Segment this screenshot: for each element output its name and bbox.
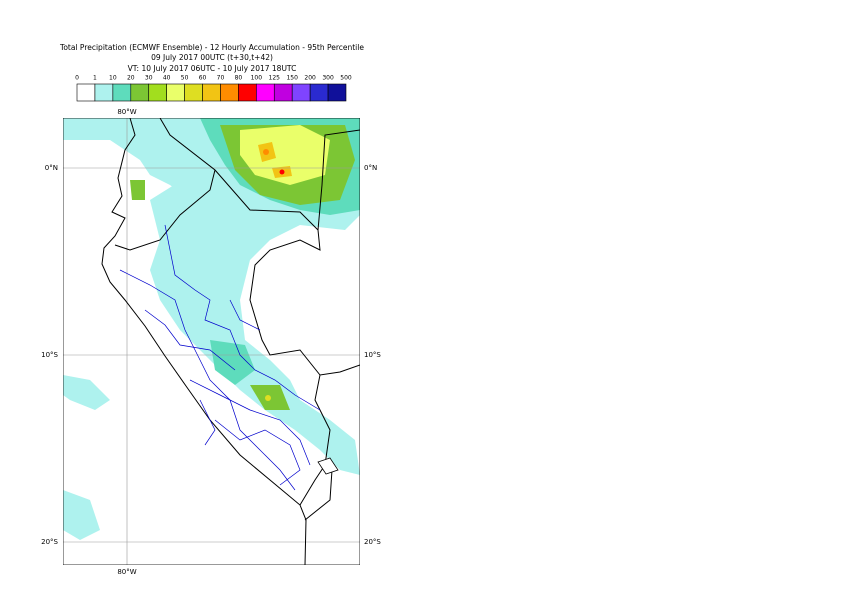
colorbar-box bbox=[76, 83, 96, 102]
colorbar: 0 1 10 20 30 40 50 60 70 80 100 125 150 200 300 500 bbox=[75, 75, 352, 102]
lon-label: 80°W bbox=[117, 108, 136, 116]
lat-label: 20°S bbox=[364, 538, 381, 546]
colorbar-box bbox=[238, 83, 257, 102]
colorbar-label: 100 bbox=[251, 75, 263, 82]
lat-label: 10°S bbox=[41, 351, 58, 359]
colorbar-label: 80 bbox=[235, 75, 243, 82]
title: Total Precipitation (ECMWF Ensemble) - 1… bbox=[59, 43, 364, 52]
map bbox=[63, 118, 360, 565]
lat-label: 0°N bbox=[364, 164, 377, 172]
lat-label: 20°S bbox=[41, 538, 58, 546]
colorbar-box bbox=[202, 83, 221, 102]
colorbar-box bbox=[256, 83, 275, 102]
colorbar-label: 40 bbox=[163, 75, 171, 82]
colorbar-label: 20 bbox=[127, 75, 135, 82]
colorbar-box bbox=[309, 83, 329, 102]
colorbar-label: 0 bbox=[75, 75, 79, 82]
colorbar-box bbox=[220, 83, 239, 102]
graticule-labels: 80°W 80°W 0°N 0°N 10°S 10°S 20°S 20°S bbox=[41, 108, 381, 576]
colorbar-box bbox=[148, 83, 167, 102]
lat-label: 10°S bbox=[364, 351, 381, 359]
colorbar-label: 300 bbox=[322, 75, 334, 82]
colorbar-box bbox=[112, 83, 132, 102]
valid-time: VT: 10 July 2017 06UTC - 10 July 2017 18… bbox=[128, 64, 297, 73]
lon-label: 80°W bbox=[117, 568, 136, 576]
colorbar-box bbox=[166, 83, 185, 102]
colorbar-label: 125 bbox=[269, 75, 281, 82]
lat-label: 0°N bbox=[45, 164, 58, 172]
colorbar-label: 10 bbox=[109, 75, 117, 82]
colorbar-label: 30 bbox=[145, 75, 153, 82]
colorbar-box bbox=[291, 83, 311, 102]
colorbar-box bbox=[94, 83, 114, 102]
colorbar-label: 60 bbox=[199, 75, 207, 82]
colorbar-label: 150 bbox=[286, 75, 298, 82]
colorbar-label: 200 bbox=[304, 75, 316, 82]
colorbar-label: 500 bbox=[340, 75, 352, 82]
colorbar-box bbox=[327, 83, 347, 102]
colorbar-label: 50 bbox=[181, 75, 189, 82]
colorbar-box bbox=[184, 83, 203, 102]
colorbar-box bbox=[130, 83, 150, 102]
colorbar-label: 1 bbox=[93, 75, 97, 82]
colorbar-box bbox=[273, 83, 293, 102]
run-time: 09 July 2017 00UTC (t+30,t+42) bbox=[151, 53, 273, 62]
colorbar-label: 70 bbox=[217, 75, 225, 82]
